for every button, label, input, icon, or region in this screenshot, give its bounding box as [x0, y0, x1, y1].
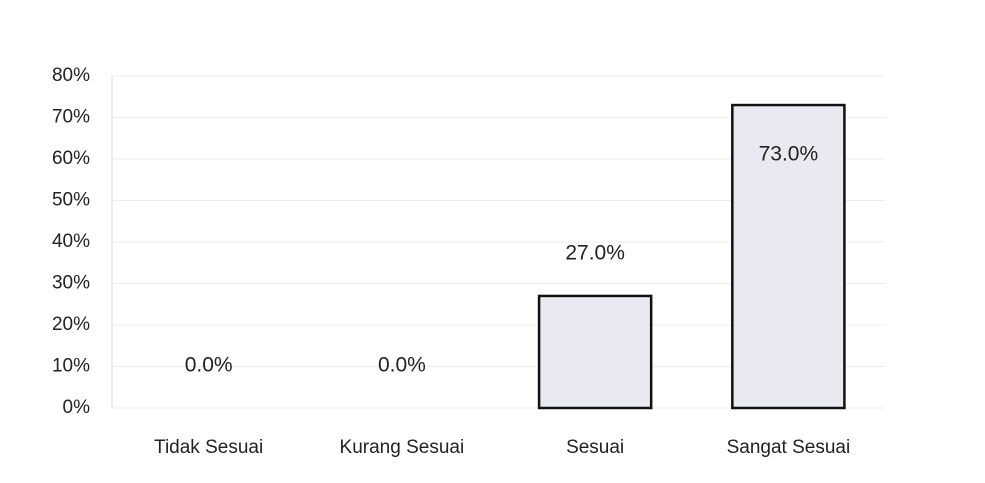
- y-tick-label: 30%: [52, 273, 90, 294]
- x-tick-label: Tidak Sesuai: [154, 437, 263, 458]
- data-label: 0.0%: [185, 354, 233, 377]
- data-label: 73.0%: [759, 143, 819, 166]
- y-tick-label: 20%: [52, 314, 90, 335]
- y-tick-label: 10%: [52, 356, 90, 377]
- x-tick-label: Sangat Sesuai: [727, 437, 851, 458]
- data-label: 27.0%: [565, 241, 625, 264]
- y-tick-label: 0%: [63, 397, 91, 418]
- bar: [537, 294, 653, 410]
- y-tick-label: 40%: [52, 231, 90, 252]
- data-label: 0.0%: [378, 354, 426, 377]
- y-tick-label: 70%: [52, 107, 90, 128]
- y-tick-label: 80%: [52, 65, 90, 86]
- x-tick-label: Sesuai: [566, 437, 624, 458]
- bar: [731, 103, 846, 410]
- y-tick-label: 60%: [52, 148, 90, 169]
- y-tick-label: 50%: [52, 190, 90, 211]
- x-tick-label: Kurang Sesuai: [340, 437, 465, 458]
